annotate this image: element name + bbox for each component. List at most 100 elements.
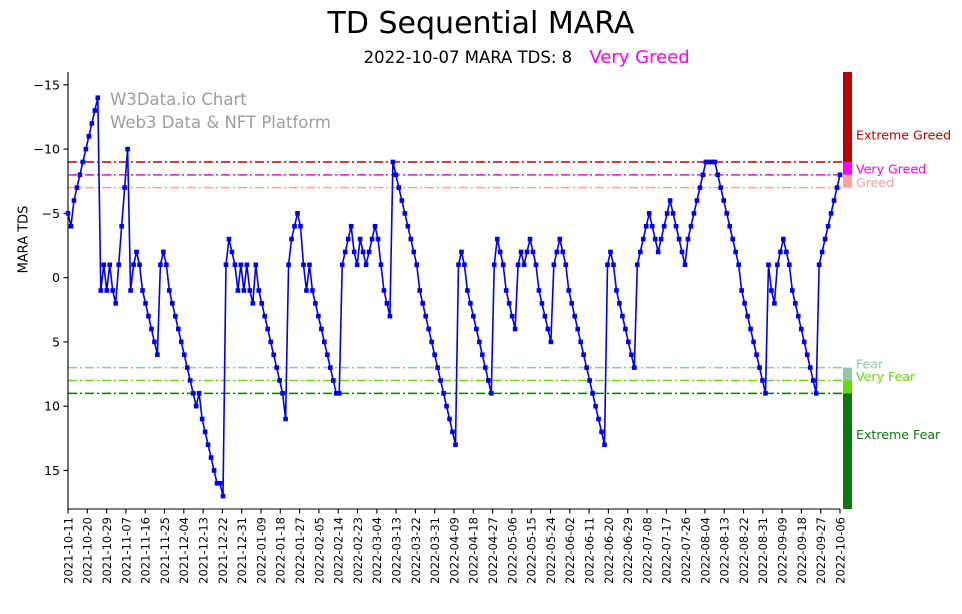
data-point-marker [143, 301, 148, 306]
data-point-marker [587, 378, 592, 383]
data-point-marker [226, 236, 232, 242]
data-point-marker [247, 288, 253, 293]
data-point-marker [527, 236, 533, 242]
data-point-marker [399, 198, 405, 203]
data-point-marker [784, 249, 789, 255]
data-point-marker [763, 391, 768, 396]
data-point-marker [453, 442, 458, 448]
data-point-marker [381, 288, 387, 293]
data-point-marker [173, 313, 178, 319]
x-tick-label: 2021-12-13 [197, 517, 211, 584]
status-badge-sentiment: Very Greed [589, 47, 690, 68]
data-point-marker [503, 288, 509, 293]
x-tick-label: 2022-03-31 [428, 517, 442, 584]
data-point-marker [408, 236, 414, 242]
data-point-marker [775, 262, 780, 268]
y-tick-label: −10 [33, 142, 60, 157]
data-point-marker [396, 185, 402, 190]
zone-label-extreme-greed: Extreme Greed [856, 127, 951, 142]
data-point-marker [596, 416, 601, 422]
y-tick-label: −15 [33, 77, 60, 92]
zone-label-very-greed: Very Greed [856, 162, 926, 177]
x-tick-label: 2022-03-04 [370, 517, 384, 584]
data-point-marker [125, 146, 130, 152]
data-point-marker [637, 249, 643, 255]
data-point-marker [110, 288, 116, 293]
data-point-marker [739, 288, 744, 293]
data-point-marker [572, 313, 578, 319]
data-point-marker [584, 365, 589, 370]
data-point-marker [703, 159, 709, 165]
data-point-marker [685, 236, 691, 242]
data-point-marker [545, 326, 551, 332]
data-point-marker [238, 262, 244, 268]
data-point-marker [581, 352, 586, 358]
data-point-marker [229, 249, 235, 255]
x-tick-label: 2022-08-22 [737, 517, 751, 584]
data-point-marker [813, 391, 819, 396]
data-point-marker [390, 159, 396, 165]
data-point-marker [232, 262, 238, 268]
data-point-marker [68, 223, 74, 229]
data-point-marker [164, 262, 169, 268]
zone-label-fear: Fear [856, 356, 884, 371]
data-point-marker [307, 262, 312, 268]
data-point-marker [474, 326, 479, 332]
data-point-marker [158, 262, 163, 268]
data-point-marker [536, 288, 542, 293]
x-tick-label: 2022-02-23 [351, 517, 365, 584]
data-point-marker [801, 339, 807, 345]
data-point-marker [769, 288, 774, 293]
x-tick-label: 2021-11-25 [158, 517, 172, 584]
data-point-marker [378, 262, 384, 268]
data-point-marker [798, 326, 804, 332]
data-point-marker [366, 249, 372, 255]
data-point-marker [119, 223, 124, 229]
data-point-marker [602, 442, 607, 448]
data-point-marker [652, 236, 658, 242]
zone-bar-very-greed [843, 161, 852, 175]
data-point-marker [563, 262, 569, 268]
data-point-marker [414, 262, 420, 268]
data-point-marker [199, 416, 205, 422]
data-point-marker [265, 326, 271, 332]
data-point-marker [202, 429, 208, 435]
data-point-marker [196, 391, 202, 396]
x-tick-label: 2022-04-18 [467, 517, 481, 584]
data-point-marker [807, 365, 813, 370]
data-point-marker [649, 223, 655, 229]
data-point-marker [134, 249, 139, 255]
data-point-marker [554, 249, 560, 255]
data-point-marker [289, 236, 294, 242]
x-tick-label: 2022-06-11 [583, 517, 597, 584]
data-point-marker [727, 223, 733, 229]
data-point-marker [342, 249, 348, 255]
data-point-marker [441, 391, 446, 396]
data-point-marker [831, 198, 837, 203]
data-point-marker [790, 288, 795, 293]
data-point-marker [328, 365, 333, 370]
data-point-marker [673, 223, 679, 229]
data-point-marker [655, 249, 661, 255]
data-point-marker [316, 313, 321, 319]
axis-group [63, 72, 841, 514]
data-point-marker [65, 211, 71, 216]
zone-label-very-fear: Very Fear [856, 369, 916, 384]
x-tick-label: 2022-02-14 [332, 517, 346, 584]
data-point-marker [363, 262, 369, 268]
data-point-marker [304, 288, 309, 293]
zone-bar-greed [843, 174, 852, 188]
data-point-marker [253, 262, 259, 268]
data-point-marker [751, 339, 756, 345]
data-point-marker [447, 416, 452, 422]
x-tick-label: 2022-08-13 [718, 517, 732, 584]
data-point-marker [599, 429, 604, 435]
data-point-marker [471, 313, 476, 319]
data-point-marker [566, 288, 572, 293]
x-tick-label: 2022-09-09 [776, 517, 790, 584]
data-point-marker [178, 339, 184, 345]
x-tick-label: 2022-01-27 [293, 517, 307, 584]
data-point-marker [333, 391, 339, 396]
data-point-marker [277, 378, 282, 383]
